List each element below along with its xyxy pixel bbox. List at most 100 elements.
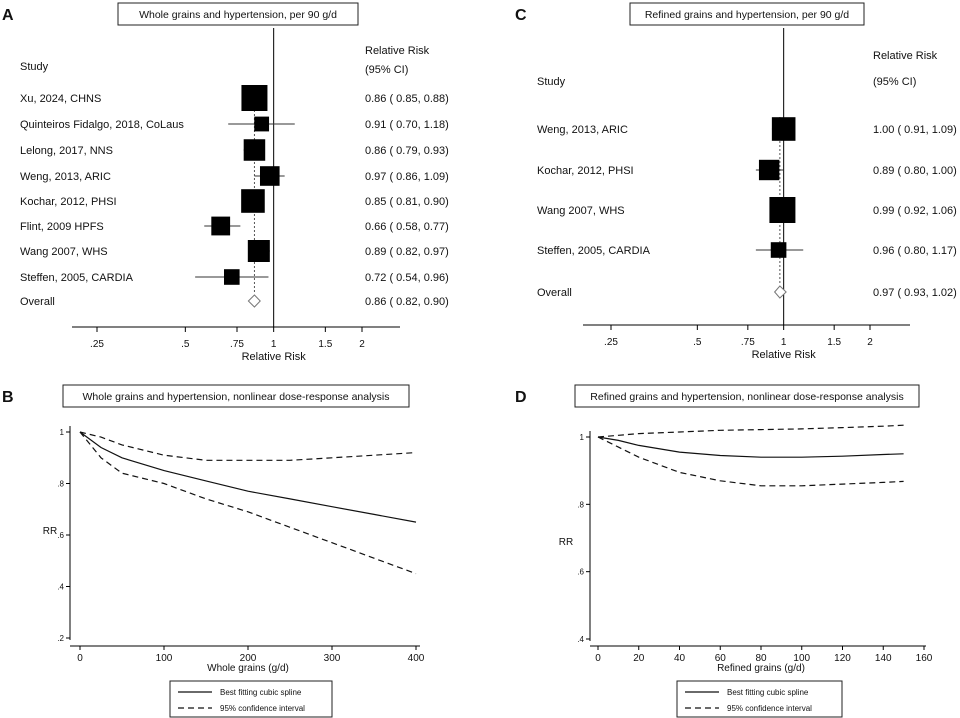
x-tick-label: 100 xyxy=(793,653,810,664)
x-tick-label: 1 xyxy=(271,339,277,350)
y-axis-label: RR xyxy=(559,537,573,548)
y-tick-label: .6 xyxy=(577,568,584,577)
overall-diamond xyxy=(247,294,261,308)
x-tick-label: 2 xyxy=(867,337,873,348)
y-tick-label: .8 xyxy=(57,480,64,489)
weight-square xyxy=(241,189,265,213)
weight-square xyxy=(243,139,266,161)
x-tick-label: 1 xyxy=(781,337,787,348)
x-tick-label: .5 xyxy=(181,339,190,350)
panel-title-A-box xyxy=(117,2,359,26)
x-tick-label: 2 xyxy=(359,339,365,350)
x-tick-label: 120 xyxy=(834,653,851,664)
panel-title-B: Whole grains and hypertension, nonlinear… xyxy=(82,391,389,403)
rr-ci-value: 0.91 ( 0.70, 1.18) xyxy=(365,119,449,131)
legend-label: 95% confidence interval xyxy=(727,704,812,713)
weight-square xyxy=(224,269,240,285)
rr-ci-value: 0.66 ( 0.58, 0.77) xyxy=(365,221,449,233)
ci-curve xyxy=(597,424,904,438)
y-tick-label: 1 xyxy=(60,428,65,437)
study-label: Kochar, 2012, PHSI xyxy=(537,165,634,177)
x-axis-label: Relative Risk xyxy=(752,349,817,361)
study-label: Xu, 2024, CHNS xyxy=(20,93,101,105)
spline-curve xyxy=(597,436,904,458)
legend-label: Best fitting cubic spline xyxy=(220,688,302,697)
panel-title-D-box xyxy=(574,384,920,408)
weight-square xyxy=(770,242,787,258)
legend-box xyxy=(169,680,333,718)
x-tick-label: .75 xyxy=(741,337,755,348)
panel-letter-C: C xyxy=(515,7,527,24)
y-tick-label: 1 xyxy=(580,433,585,442)
y-tick-label: .8 xyxy=(577,500,584,509)
study-label: Wang 2007, WHS xyxy=(537,205,625,217)
x-tick-label: 1.5 xyxy=(318,339,332,350)
ci-column-header: (95% CI) xyxy=(873,76,916,88)
x-tick-label: .75 xyxy=(230,339,244,350)
study-label: Quinteiros Fidalgo, 2018, CoLaus xyxy=(20,119,184,131)
overall-rr-value: 0.97 ( 0.93, 1.02) xyxy=(873,287,957,299)
x-tick-label: 200 xyxy=(240,653,257,664)
panel-title-D: Refined grains and hypertension, nonline… xyxy=(590,391,903,403)
x-tick-label: 160 xyxy=(916,653,933,664)
ci-curve xyxy=(79,431,417,461)
overall-label: Overall xyxy=(537,287,572,299)
x-tick-label: 20 xyxy=(633,653,645,664)
panel-title-C-box xyxy=(629,2,865,26)
x-tick-label: 300 xyxy=(324,653,341,664)
study-label: Weng, 2013, ARIC xyxy=(537,124,628,136)
y-tick-label: .2 xyxy=(57,634,64,643)
rr-ci-value: 0.99 ( 0.92, 1.06) xyxy=(873,205,957,217)
x-tick-label: 0 xyxy=(595,653,601,664)
weight-square xyxy=(769,197,796,223)
weight-square xyxy=(254,116,270,132)
rr-ci-value: 1.00 ( 0.91, 1.09) xyxy=(873,124,957,136)
x-tick-label: 80 xyxy=(755,653,767,664)
legend-label: Best fitting cubic spline xyxy=(727,688,809,697)
ci-curve xyxy=(597,436,904,487)
x-tick-label: 100 xyxy=(156,653,173,664)
overall-diamond xyxy=(773,285,787,299)
study-label: Weng, 2013, ARIC xyxy=(20,171,111,183)
weight-square xyxy=(259,166,280,186)
panel-title-A: Whole grains and hypertension, per 90 g/… xyxy=(139,9,337,21)
x-tick-label: 40 xyxy=(674,653,686,664)
panel-letter-B: B xyxy=(2,389,14,406)
study-column-header: Study xyxy=(537,76,566,88)
ci-column-header: (95% CI) xyxy=(365,64,408,76)
panel-title-C: Refined grains and hypertension, per 90 … xyxy=(645,9,849,21)
y-tick-label: .6 xyxy=(57,531,64,540)
x-axis-label: Whole grains (g/d) xyxy=(207,663,289,674)
x-axis-label: Relative Risk xyxy=(242,351,307,363)
study-label: Kochar, 2012, PHSI xyxy=(20,196,117,208)
x-axis-label: Refined grains (g/d) xyxy=(717,663,805,674)
panel-title-B-box xyxy=(62,384,410,408)
x-tick-label: 60 xyxy=(715,653,727,664)
rr-ci-value: 0.97 ( 0.86, 1.09) xyxy=(365,171,449,183)
x-tick-label: .25 xyxy=(90,339,104,350)
weight-square xyxy=(771,117,796,141)
overall-label: Overall xyxy=(20,296,55,308)
weight-square xyxy=(211,216,231,236)
rr-ci-value: 0.96 ( 0.80, 1.17) xyxy=(873,245,957,257)
legend-box xyxy=(676,680,843,718)
weight-square xyxy=(758,159,780,181)
rr-column-header: Relative Risk xyxy=(365,45,430,57)
rr-ci-value: 0.72 ( 0.54, 0.96) xyxy=(365,272,449,284)
rr-ci-value: 0.89 ( 0.80, 1.00) xyxy=(873,165,957,177)
x-tick-label: 140 xyxy=(875,653,892,664)
spline-curve xyxy=(79,431,417,523)
study-label: Steffen, 2005, CARDIA xyxy=(537,245,651,257)
study-label: Steffen, 2005, CARDIA xyxy=(20,272,134,284)
weight-square xyxy=(247,240,270,262)
panel-letter-D: D xyxy=(515,389,527,406)
x-tick-label: 400 xyxy=(408,653,425,664)
study-label: Flint, 2009 HPFS xyxy=(20,221,104,233)
weight-square xyxy=(241,85,268,111)
rr-ci-value: 0.86 ( 0.79, 0.93) xyxy=(365,145,449,157)
x-tick-label: 1.5 xyxy=(827,337,841,348)
y-axis-label: RR xyxy=(43,526,57,537)
x-tick-label: .5 xyxy=(693,337,702,348)
study-column-header: Study xyxy=(20,61,49,73)
